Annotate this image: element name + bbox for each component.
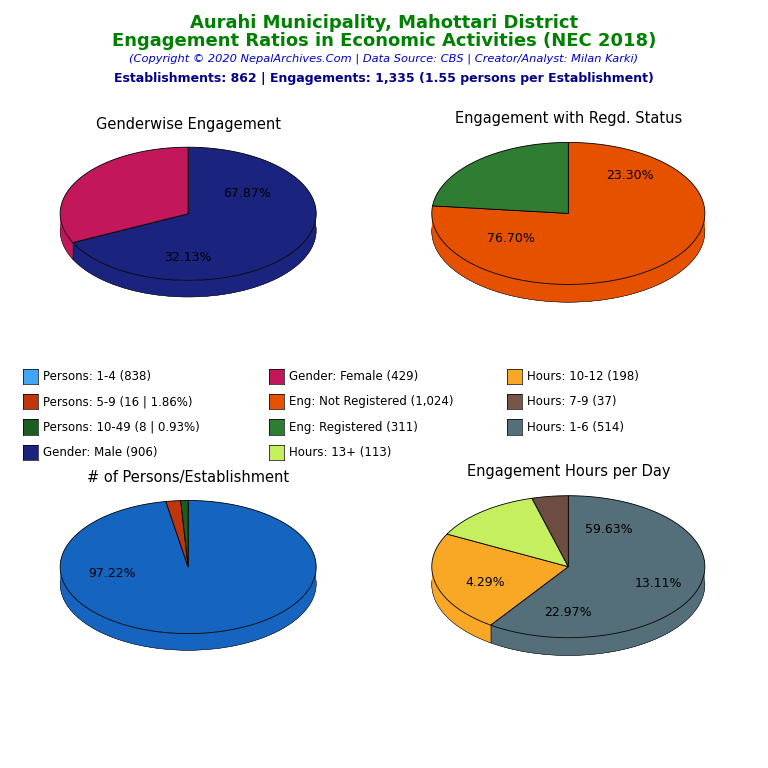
Polygon shape xyxy=(532,495,568,567)
Text: 4.29%: 4.29% xyxy=(465,576,505,589)
Text: Eng: Registered (311): Eng: Registered (311) xyxy=(289,421,418,433)
Polygon shape xyxy=(60,147,188,243)
Title: Engagement Hours per Day: Engagement Hours per Day xyxy=(467,465,670,479)
Text: 59.63%: 59.63% xyxy=(585,523,633,536)
Polygon shape xyxy=(60,501,316,634)
Text: Persons: 1-4 (838): Persons: 1-4 (838) xyxy=(43,370,151,382)
Text: Hours: 13+ (113): Hours: 13+ (113) xyxy=(289,446,391,458)
Text: Engagement Ratios in Economic Activities (NEC 2018): Engagement Ratios in Economic Activities… xyxy=(112,32,656,50)
Text: 13.11%: 13.11% xyxy=(634,578,682,590)
Polygon shape xyxy=(432,142,568,214)
Text: (Copyright © 2020 NepalArchives.Com | Data Source: CBS | Creator/Analyst: Milan : (Copyright © 2020 NepalArchives.Com | Da… xyxy=(130,54,638,65)
Polygon shape xyxy=(432,563,491,643)
Text: Hours: 10-12 (198): Hours: 10-12 (198) xyxy=(527,370,639,382)
Ellipse shape xyxy=(432,161,705,302)
Polygon shape xyxy=(180,501,188,567)
Title: # of Persons/Establishment: # of Persons/Establishment xyxy=(87,470,290,485)
Text: 76.70%: 76.70% xyxy=(487,232,535,245)
Text: Hours: 7-9 (37): Hours: 7-9 (37) xyxy=(527,396,617,408)
Polygon shape xyxy=(432,210,705,302)
Polygon shape xyxy=(166,501,188,567)
Title: Engagement with Regd. Status: Engagement with Regd. Status xyxy=(455,111,682,126)
Polygon shape xyxy=(73,147,316,280)
Text: Hours: 1-6 (514): Hours: 1-6 (514) xyxy=(527,421,624,433)
Text: Gender: Male (906): Gender: Male (906) xyxy=(43,446,157,458)
Ellipse shape xyxy=(60,517,316,650)
Text: 97.22%: 97.22% xyxy=(89,568,137,581)
Text: Aurahi Municipality, Mahottari District: Aurahi Municipality, Mahottari District xyxy=(190,14,578,31)
Ellipse shape xyxy=(60,164,316,297)
Text: 22.97%: 22.97% xyxy=(545,607,592,619)
Polygon shape xyxy=(447,498,568,567)
Polygon shape xyxy=(432,534,568,625)
Title: Genderwise Engagement: Genderwise Engagement xyxy=(96,117,280,132)
Text: Eng: Not Registered (1,024): Eng: Not Registered (1,024) xyxy=(289,396,453,408)
Polygon shape xyxy=(491,564,705,655)
Text: 67.87%: 67.87% xyxy=(223,187,271,200)
Text: Gender: Female (429): Gender: Female (429) xyxy=(289,370,418,382)
Text: 32.13%: 32.13% xyxy=(164,250,212,263)
Polygon shape xyxy=(491,495,705,637)
Text: Persons: 5-9 (16 | 1.86%): Persons: 5-9 (16 | 1.86%) xyxy=(43,396,193,408)
Polygon shape xyxy=(60,564,316,650)
Text: Establishments: 862 | Engagements: 1,335 (1.55 persons per Establishment): Establishments: 862 | Engagements: 1,335… xyxy=(114,72,654,85)
Polygon shape xyxy=(60,210,73,260)
Polygon shape xyxy=(73,210,316,297)
Ellipse shape xyxy=(432,514,705,655)
Text: 23.30%: 23.30% xyxy=(606,169,654,182)
Polygon shape xyxy=(432,142,705,284)
Text: Persons: 10-49 (8 | 0.93%): Persons: 10-49 (8 | 0.93%) xyxy=(43,421,200,433)
